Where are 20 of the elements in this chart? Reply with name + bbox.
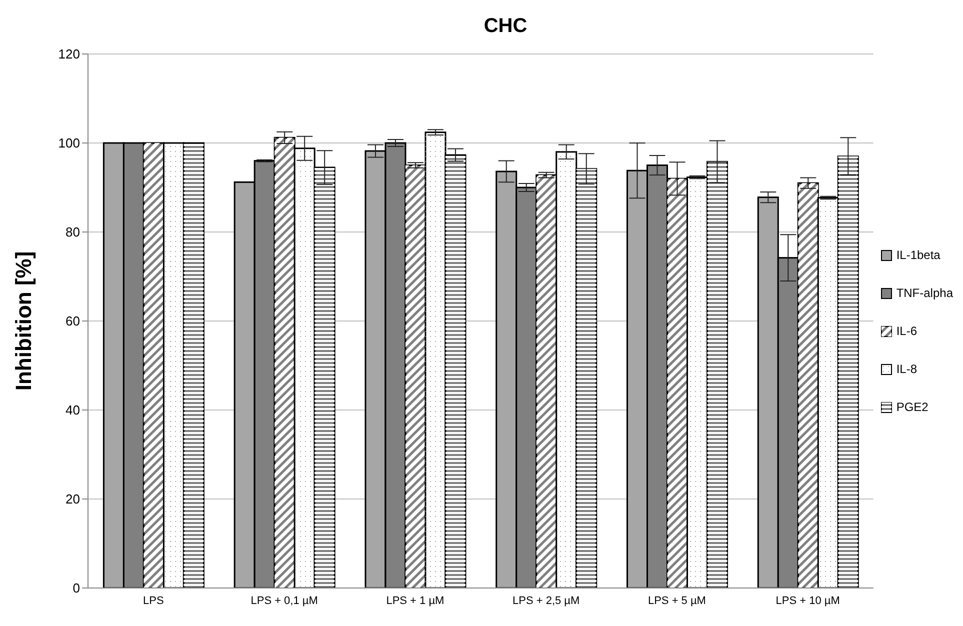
x-tick-label: LPS + 0,1 µM bbox=[250, 594, 318, 607]
y-tick-label: 20 bbox=[66, 492, 80, 507]
y-tick-label: 120 bbox=[58, 46, 80, 62]
chart-title: CHC bbox=[482, 14, 528, 39]
legend-label: IL-6 bbox=[896, 324, 917, 338]
y-tick-label: 0 bbox=[72, 580, 80, 596]
x-tick-label: LPS + 2,5 µM bbox=[512, 594, 580, 607]
y-axis-title: Inhibition [%] bbox=[10, 251, 36, 391]
x-tick-label: LPS + 5 µM bbox=[648, 594, 706, 607]
x-tick-label: LPS bbox=[143, 594, 164, 607]
y-tick-label: 40 bbox=[66, 402, 80, 418]
x-tick-label: LPS + 1 µM bbox=[386, 594, 444, 607]
legend-label: TNF-alpha bbox=[896, 286, 953, 300]
y-tick-label: 100 bbox=[58, 136, 80, 151]
legend-label: IL-8 bbox=[896, 362, 917, 376]
legend-label: IL-1beta bbox=[896, 248, 940, 262]
y-tick-label: 60 bbox=[66, 314, 80, 329]
y-tick-label: 80 bbox=[66, 224, 80, 240]
legend-label: PGE2 bbox=[896, 400, 928, 414]
x-tick-label: LPS + 10 µM bbox=[776, 594, 840, 607]
